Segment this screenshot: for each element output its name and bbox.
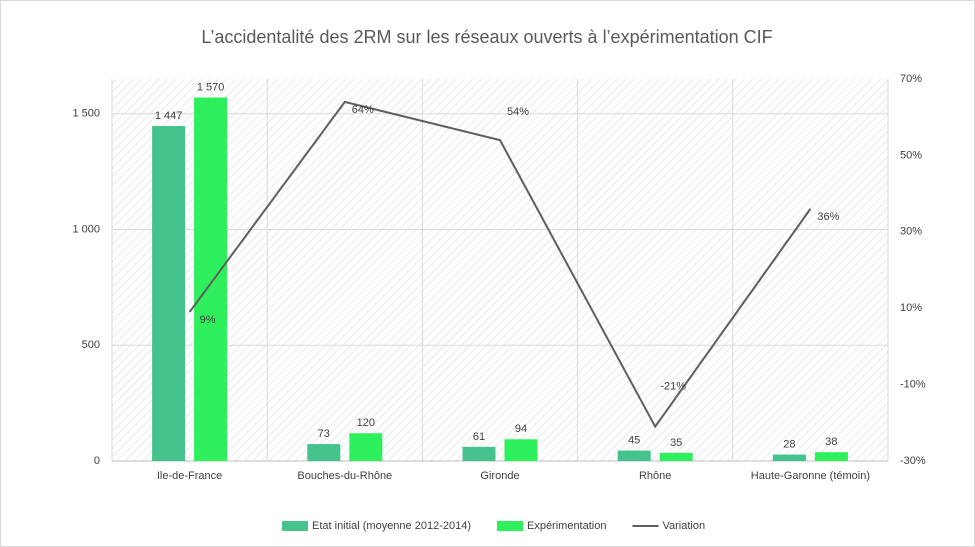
y-tick-label: 500	[82, 339, 100, 351]
x-tick-label: Rhône	[639, 470, 671, 482]
bar-value-label: 1 447	[155, 110, 183, 122]
bar	[772, 454, 806, 461]
bar	[617, 450, 651, 461]
bar	[307, 444, 341, 461]
bar	[462, 446, 496, 461]
bar-value-label: 38	[825, 436, 837, 448]
bar-value-label: 61	[473, 431, 485, 443]
x-tick-label: Bouches-du-Rhône	[297, 470, 392, 482]
line-value-label: 9%	[200, 314, 216, 326]
bar	[504, 439, 538, 461]
line	[188, 100, 812, 429]
bar-value-label: 28	[783, 438, 795, 450]
bar	[814, 452, 848, 461]
y-tick-label: 0	[94, 455, 100, 467]
chart-title: L’accidentalité des 2RM sur les réseaux …	[201, 27, 772, 47]
bar-value-label: 45	[628, 434, 640, 446]
bar-value-label: 35	[670, 437, 682, 449]
bar	[349, 433, 383, 461]
bar	[152, 125, 186, 462]
y2-tick-label: 50%	[900, 149, 922, 161]
line-value-label: 36%	[817, 211, 839, 223]
y-tick-label: 1 500	[72, 108, 100, 120]
x-tick-label: Haute-Garonne (témoin)	[751, 470, 870, 482]
legend-label: Expérimentation	[527, 520, 607, 532]
bar-value-label: 94	[515, 423, 527, 435]
line-value-label: 54%	[507, 106, 529, 118]
legend-label: Etat initial (moyenne 2012-2014)	[312, 520, 471, 532]
bar-value-label: 120	[357, 417, 375, 429]
line-value-label: -21%	[660, 381, 686, 393]
x-tick-label: Gironde	[480, 470, 519, 482]
y2-tick-label: 30%	[900, 226, 922, 238]
x-tick-label: Ile-de-France	[157, 470, 222, 482]
y-tick-label: 1 000	[72, 223, 100, 235]
y2-tick-label: -30%	[900, 455, 926, 467]
legend-label: Variation	[662, 520, 705, 532]
bar-value-label: 1 570	[197, 81, 225, 93]
plot-area	[112, 79, 888, 461]
bar	[659, 452, 693, 461]
line-value-label: 64%	[352, 104, 374, 116]
legend-swatch	[282, 521, 308, 531]
bar	[194, 97, 228, 461]
legend-swatch	[496, 521, 523, 531]
bar-value-label: 73	[318, 428, 330, 440]
y2-tick-label: 70%	[900, 73, 922, 85]
y2-tick-label: 10%	[900, 302, 922, 314]
y2-tick-label: -10%	[900, 379, 926, 391]
